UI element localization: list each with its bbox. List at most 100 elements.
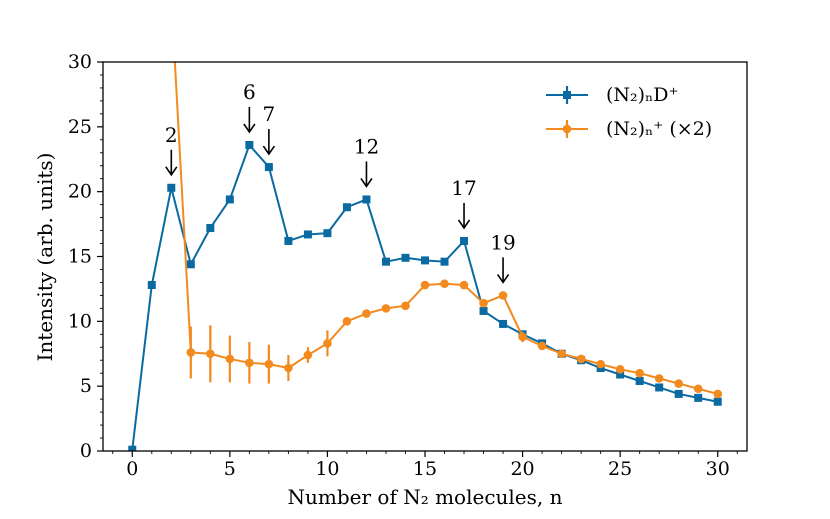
data-point [498,291,508,300]
data-point [479,298,488,308]
data-point [616,370,625,379]
annotation-label: 19 [490,230,515,254]
series-2 [167,0,723,399]
axis-layer: 0 5 10 15 20 25 30 0 5 10 15 20 25 30 [68,51,738,480]
data-point [303,230,312,239]
data-point [440,279,449,289]
annotation-arrowhead [457,219,471,230]
data-point [596,359,605,369]
data-point [557,349,566,359]
data-point [420,280,430,290]
y-tick-label: 0 [80,440,92,462]
y-tick-label: 25 [68,116,92,138]
x-tick-label: 30 [706,458,730,480]
data-point [245,358,254,368]
series-line [173,62,718,395]
data-point [186,260,195,269]
data-point [401,301,410,311]
data-point [401,253,410,262]
data-point [362,195,371,204]
data-point [635,368,644,378]
data-point [323,339,332,348]
data-point [615,365,625,374]
data-point [303,350,313,360]
data-point [381,257,390,266]
data-point [167,183,176,192]
legend-marker [563,91,571,99]
data-point [342,203,351,212]
annotation-19: 19 [490,230,516,284]
series-1 [128,140,722,451]
legend-marker [562,124,572,134]
annotation-arrowhead [360,177,373,188]
data-point [479,306,488,315]
legend-entry-2: (N₂)ₙ⁺ (×2) [546,118,712,140]
data-point [381,304,391,313]
data-point [655,383,664,392]
data-point [674,379,683,388]
data-point [186,348,196,357]
annotation-2: 2 [165,123,178,177]
legend-entry-1: (N₂)ₙD⁺ [546,84,679,106]
series-layer [128,0,723,451]
data-point [323,229,332,238]
y-tick-label: 5 [80,375,92,397]
annotation-label: 12 [354,134,379,158]
data-point [342,317,352,326]
annotation-12: 12 [354,134,379,188]
annotation-arrowhead [262,145,276,156]
y-tick-label: 15 [68,246,92,268]
annotation-layer: 2 67 12 17 19 [165,80,516,284]
data-point [421,256,429,265]
data-point [264,163,273,172]
data-point [693,384,703,394]
data-point [362,309,371,318]
annotation-arrowhead [496,273,510,284]
legend-label: (N₂)ₙD⁺ [606,84,679,106]
annotation-label: 17 [451,176,476,200]
data-point [147,281,156,290]
data-point [167,0,176,1]
x-tick-label: 5 [224,458,236,480]
data-point [206,349,215,359]
y-tick-label: 20 [68,181,92,203]
y-tick-label: 10 [68,310,92,332]
data-point [459,280,469,290]
data-point [460,236,469,245]
data-point [225,354,235,364]
x-tick-label: 20 [510,458,534,480]
annotation-17: 17 [451,176,477,230]
data-point [713,389,723,399]
data-point [654,374,664,383]
data-point [284,363,293,373]
x-tick-label: 10 [315,458,339,480]
x-axis-label: Number of N₂ molecules, n [288,485,563,509]
annotation-label: 7 [263,102,276,126]
data-point [225,195,234,204]
data-point [713,397,722,406]
series-line [131,143,718,450]
data-point [206,223,215,232]
annotation-arrowhead [165,166,178,177]
data-point [440,257,449,266]
annotation-label: 2 [165,123,178,147]
data-point [518,332,527,342]
x-tick-label: 15 [413,458,437,480]
x-tick-label: 25 [608,458,632,480]
x-tick-label: 0 [126,458,138,480]
data-point [694,393,703,402]
data-point [245,140,254,149]
annotation-label: 6 [243,80,256,104]
legend: (N₂)ₙD⁺ (N₂)ₙ⁺ (×2) [546,84,712,140]
data-point [537,341,547,351]
legend-label: (N₂)ₙ⁺ (×2) [606,118,712,140]
data-point [635,376,644,385]
y-tick-label: 30 [68,51,92,73]
data-point [264,359,274,369]
data-point [284,236,293,245]
data-point [674,389,683,398]
data-point [499,319,508,328]
data-point [128,445,137,451]
annotation-arrowhead [243,123,256,134]
